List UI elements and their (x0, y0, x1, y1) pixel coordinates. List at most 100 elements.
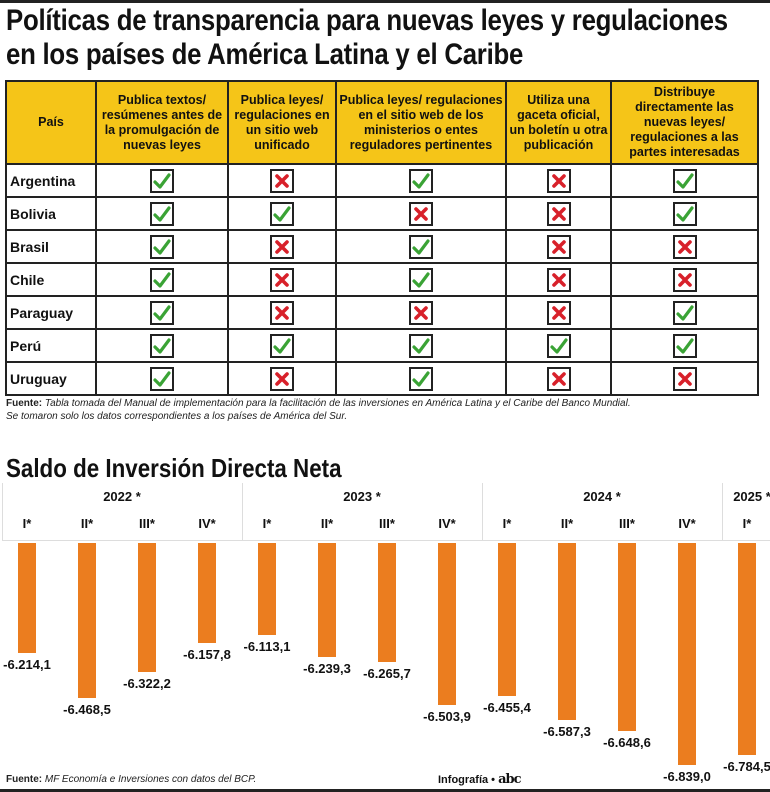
table-row: Brasil (5, 229, 759, 264)
table-cell (335, 295, 507, 330)
value-label: -6.157,8 (183, 646, 231, 662)
value-label: -6.587,3 (543, 723, 591, 739)
check-icon (672, 300, 697, 325)
bar (258, 543, 276, 635)
table-cell (335, 229, 507, 264)
table-cell (95, 361, 229, 396)
quarter-label: III* (139, 516, 155, 531)
bar (78, 543, 96, 699)
check-icon (672, 201, 697, 226)
table-cell (227, 229, 337, 264)
table-cell (505, 295, 612, 330)
table-source-note: Se tomaron solo los datos correspondient… (6, 411, 348, 422)
column-header: Distribuye directamente las nuevas leyes… (610, 80, 759, 165)
check-icon (150, 168, 174, 193)
source-text: Tabla tomada del Manual de implementació… (44, 398, 631, 409)
top-rule (0, 0, 770, 3)
year-label: 2025 * (733, 489, 770, 504)
value-label: -6.113,1 (243, 638, 291, 654)
table-cell (610, 295, 759, 330)
table-row: Perú (5, 328, 759, 363)
cross-icon (546, 300, 571, 325)
check-icon (672, 333, 697, 358)
check-icon (409, 366, 433, 391)
table-cell (335, 262, 507, 297)
table-cell (505, 361, 612, 396)
bar (378, 543, 396, 663)
bar (678, 543, 696, 765)
quarter-label: IV* (198, 516, 216, 531)
bottom-rule (0, 789, 770, 792)
quarter-label: II* (560, 516, 574, 531)
cross-icon (546, 366, 571, 391)
country-name: Bolivia (5, 196, 97, 231)
abc-logo: abc (498, 772, 521, 787)
title-line-2: en los países de América Latina y el Car… (6, 38, 524, 71)
country-name: Chile (5, 262, 97, 297)
table-cell (505, 328, 612, 363)
year-group-header (722, 483, 770, 541)
table-cell (227, 361, 337, 396)
table-cell (610, 361, 759, 396)
table-cell (227, 196, 337, 231)
quarter-label: I* (742, 516, 752, 531)
cross-icon (270, 300, 294, 325)
credit: Infografía • abc (438, 772, 522, 787)
title-line-1: Políticas de transparencia para nuevas l… (6, 4, 728, 37)
column-header: Utiliza una gaceta oficial, un boletín u… (505, 80, 612, 165)
check-icon (150, 201, 174, 226)
cross-icon (546, 168, 571, 193)
check-icon (150, 333, 174, 358)
quarter-label: III* (619, 516, 635, 531)
country-name: Perú (5, 328, 97, 363)
credit-text: Infografía • (438, 774, 496, 786)
table-cell (95, 328, 229, 363)
check-icon (409, 234, 433, 259)
table-cell (505, 196, 612, 231)
quarter-label: IV* (678, 516, 696, 531)
year-group-header (2, 483, 242, 541)
check-icon (270, 333, 294, 358)
chart-title: Saldo de Inversión Directa Neta (6, 453, 342, 483)
table-cell (505, 262, 612, 297)
table-cell (95, 196, 229, 231)
column-header: Publica leyes/ regulaciones en el sitio … (335, 80, 507, 165)
cross-icon (409, 300, 433, 325)
bar (438, 543, 456, 705)
value-label: -6.239,3 (303, 661, 351, 677)
year-group-header (242, 483, 482, 541)
bar (18, 543, 36, 653)
country-name: Uruguay (5, 361, 97, 396)
check-icon (150, 267, 174, 292)
check-icon (409, 333, 433, 358)
column-header: Publica leyes/ regulaciones en un sitio … (227, 80, 337, 165)
country-name: Argentina (5, 163, 97, 198)
table-cell (227, 328, 337, 363)
table-cell (335, 163, 507, 198)
check-icon (150, 300, 174, 325)
cross-icon (270, 168, 294, 193)
value-label: -6.455,4 (483, 700, 531, 716)
cross-icon (546, 201, 571, 226)
cross-icon (270, 366, 294, 391)
table-cell (335, 361, 507, 396)
check-icon (150, 366, 174, 391)
check-icon (409, 168, 433, 193)
bar (618, 543, 636, 731)
table-cell (95, 295, 229, 330)
table-row: Uruguay (5, 361, 759, 396)
source-text: MF Economía e Inversiones con datos del … (44, 774, 257, 785)
cross-icon (546, 267, 571, 292)
table-cell (335, 328, 507, 363)
cross-icon (270, 234, 294, 259)
value-label: -6.468,5 (63, 702, 111, 718)
cross-icon (672, 366, 697, 391)
value-label: -6.839,0 (663, 768, 711, 784)
transparency-table: País Publica textos/ resúmenes antes de l… (5, 80, 759, 396)
value-label: -6.784,5 (723, 759, 770, 775)
value-label: -6.265,7 (363, 666, 411, 682)
year-label: 2023 * (343, 489, 381, 504)
table-cell (227, 295, 337, 330)
bar (138, 543, 156, 673)
table-cell (610, 328, 759, 363)
